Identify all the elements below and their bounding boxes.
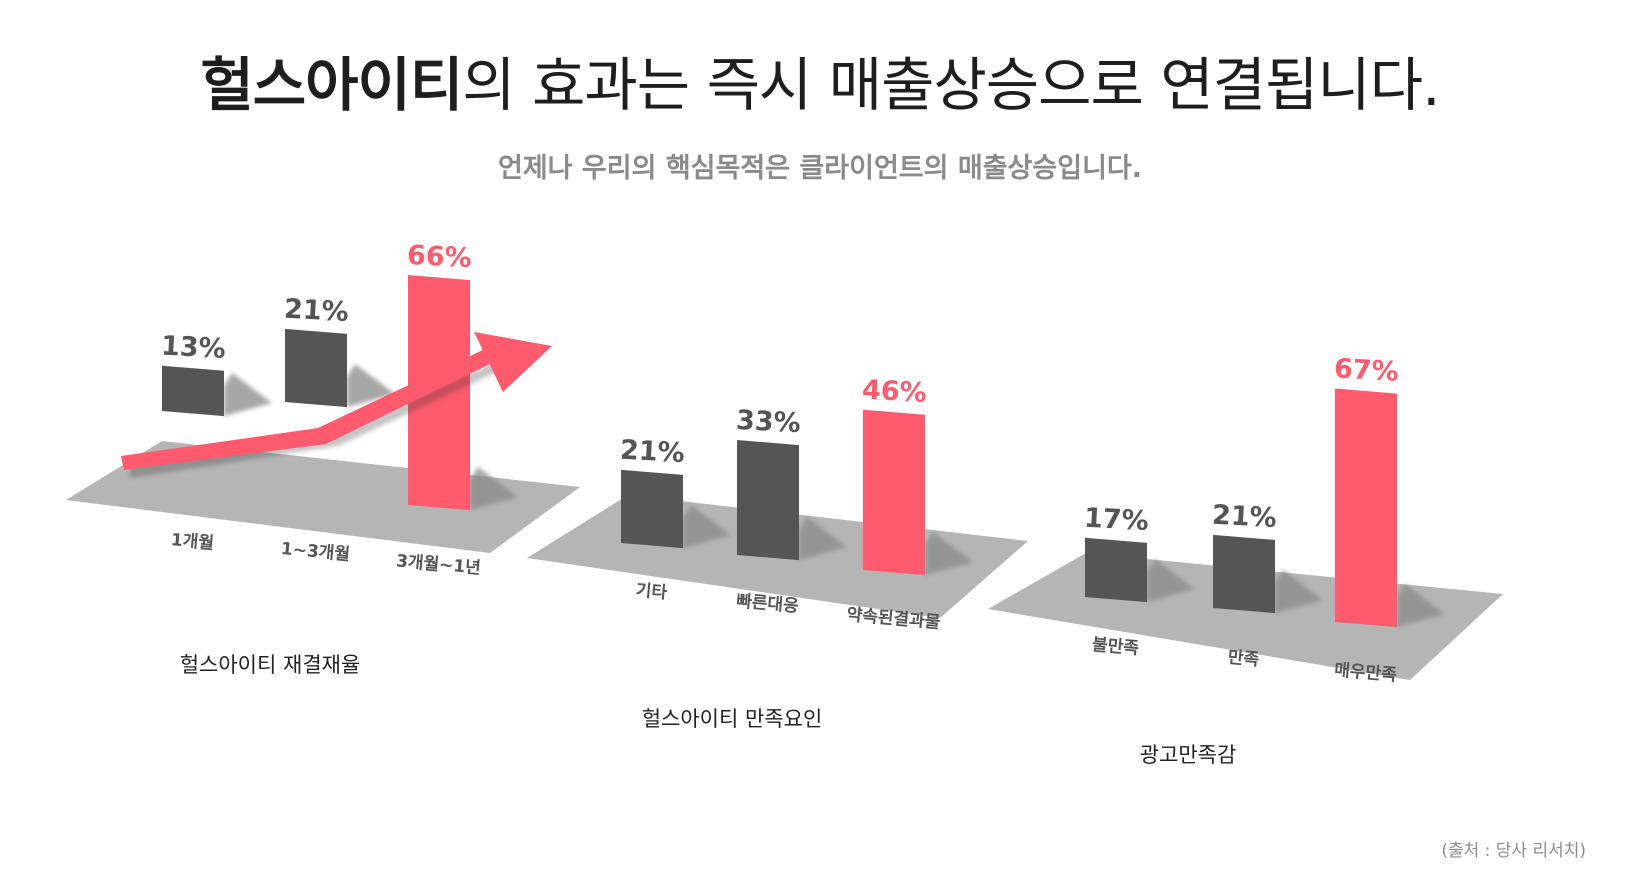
category-label: 1~3개월 (280, 539, 351, 565)
category-label: 불만족 (1091, 635, 1140, 659)
bar-shadow (1397, 584, 1445, 628)
bar-shadow (224, 373, 272, 417)
bar-1 (162, 365, 224, 417)
bar-3 (1335, 388, 1397, 628)
chart-title: 광고만족감 (1140, 743, 1237, 767)
bar-3 (863, 409, 925, 576)
value-label: 66% (406, 240, 472, 274)
headline-brand: 헐스아이티 (200, 51, 463, 119)
bar-shadow (799, 517, 847, 561)
source-note: (출처 : 당사 리서치) (1441, 841, 1586, 861)
chart-title: 헐스아이티 만족요인 (642, 707, 823, 731)
subtitle: 언제나 우리의 핵심목적은 클라이언트의 매출상승입니다. (497, 153, 1142, 184)
trend-arrow-body (121, 348, 494, 470)
bar-1 (1085, 537, 1147, 603)
category-label: 3개월~1년 (395, 551, 481, 578)
bar-shadow (470, 467, 518, 511)
bar-shadow (1147, 559, 1195, 603)
headline: 헐스아이티의 효과는 즉시 매출상승으로 연결됩니다. (0, 38, 1640, 122)
trend-arrow-icon (121, 332, 552, 478)
chart-title: 헐스아이티 재결재율 (180, 653, 361, 677)
trend-arrow-head (474, 332, 552, 392)
bar-shadow (347, 364, 395, 408)
bar-shadow (683, 505, 731, 549)
bar-1 (621, 469, 683, 549)
bar-shadow (1275, 570, 1323, 614)
value-label: 17% (1083, 503, 1149, 537)
value-label: 21% (619, 435, 685, 469)
bar-2 (737, 440, 799, 561)
bar-shadow (925, 532, 973, 576)
value-label: 33% (735, 405, 801, 439)
bar-2 (1213, 534, 1275, 614)
bar-2 (285, 328, 347, 408)
value-label: 46% (861, 375, 927, 409)
value-label: 21% (283, 294, 349, 328)
headline-rest: 의 효과는 즉시 매출상승으로 연결됩니다. (462, 51, 1440, 119)
value-label: 13% (160, 331, 226, 365)
category-label: 매우만족 (1333, 660, 1397, 685)
trend-arrow-shadow (130, 356, 514, 478)
chart-floor (66, 441, 580, 553)
category-label: 1개월 (170, 530, 215, 554)
category-label: 빠른대응 (735, 591, 799, 616)
category-label: 기타 (635, 581, 668, 604)
value-label: 21% (1211, 500, 1277, 534)
value-label: 67% (1333, 353, 1399, 387)
category-label: 만족 (1227, 648, 1260, 671)
